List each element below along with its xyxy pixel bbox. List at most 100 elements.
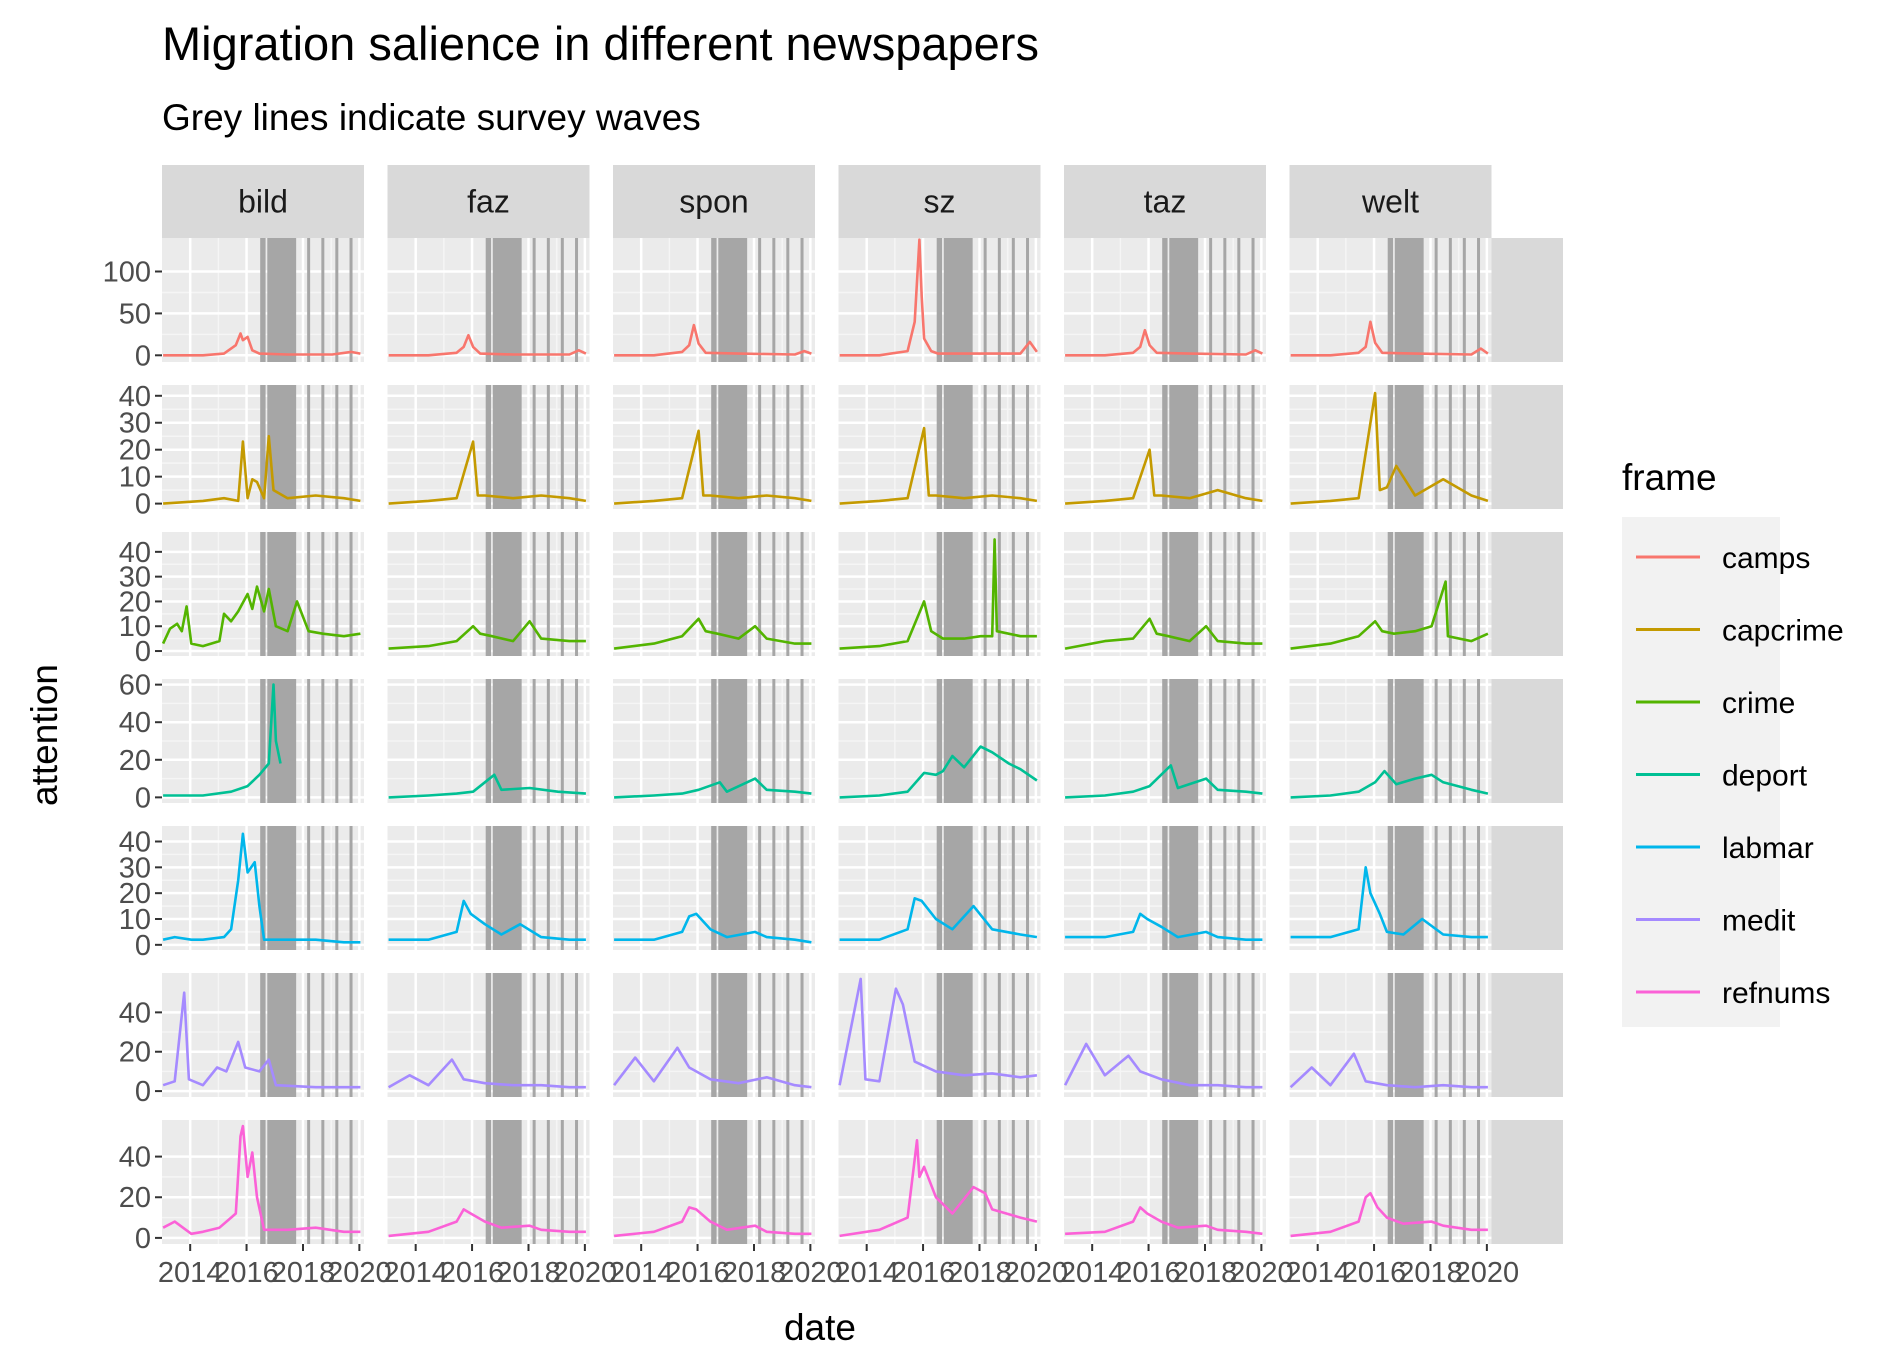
- row-strip-crime: crime: [1488, 532, 1563, 656]
- y-tick-label-camps-50: 50: [119, 298, 151, 330]
- panel-bild-refnums: [162, 1120, 364, 1244]
- row-strip-refnums: refnums: [1488, 1120, 1563, 1244]
- panel-sz-deport: [838, 679, 1041, 803]
- series-line-deport-taz: [1065, 764, 1263, 799]
- y-tick-label-medit-40: 40: [119, 997, 151, 1029]
- facet-strip-taz: [1064, 165, 1266, 238]
- x-tick-label-welt-2018: 2018: [1398, 1257, 1463, 1289]
- x-tick-label-sz-2018: 2018: [947, 1257, 1012, 1289]
- row-strip-medit: medit: [1488, 973, 1563, 1097]
- facet-strip-welt: [1289, 165, 1492, 238]
- row-strip-bg-crime: [1488, 532, 1563, 656]
- legend: frame camps capcrime crime deport labmar medi…: [1622, 457, 1844, 1027]
- series-line-capcrime-sz: [839, 426, 1038, 505]
- x-tick-label-bild-2018: 2018: [271, 1257, 336, 1289]
- row-strip-bg-labmar: [1488, 826, 1563, 950]
- series-line-medit-sz: [838, 977, 1038, 1086]
- y-tick-label-deport-0: 0: [135, 782, 151, 814]
- legend-label-labmar: labmar: [1722, 832, 1814, 865]
- y-axis-title: attention: [24, 664, 65, 806]
- x-tick-label-taz-2020: 2020: [1229, 1257, 1294, 1289]
- panel-taz-camps: [1064, 238, 1266, 362]
- x-tick-label-welt-2014: 2014: [1285, 1257, 1350, 1289]
- panel-faz-labmar: [387, 826, 590, 950]
- legend-label-capcrime: capcrime: [1722, 615, 1844, 648]
- legend-label-deport: deport: [1722, 760, 1808, 793]
- x-tick-label-taz-2016: 2016: [1116, 1257, 1181, 1289]
- panel-sz-capcrime: [838, 385, 1041, 509]
- facet-strip-sz: [838, 165, 1041, 238]
- legend-label-refnums: refnums: [1722, 977, 1830, 1010]
- x-tick-label-faz-2014: 2014: [383, 1257, 448, 1289]
- y-tick-label-labmar-20: 20: [119, 878, 151, 910]
- panel-spon-crime: [613, 532, 815, 656]
- facet-strip-spon: [613, 165, 815, 238]
- row-strip-camps: camps: [1488, 238, 1563, 362]
- y-tick-label-crime-10: 10: [119, 611, 151, 643]
- series-line-deport-spon: [614, 777, 812, 799]
- x-tick-label-spon-2014: 2014: [609, 1257, 674, 1289]
- series-line-capcrime-bild: [163, 434, 361, 505]
- x-tick-label-bild-2020: 2020: [327, 1257, 392, 1289]
- y-tick-label-capcrime-40: 40: [119, 381, 151, 413]
- x-tick-label-spon-2020: 2020: [778, 1257, 843, 1289]
- row-strip-bg-refnums: [1488, 1120, 1563, 1244]
- row-strip-bg-camps: [1488, 238, 1563, 362]
- y-tick-label-crime-0: 0: [135, 636, 151, 668]
- facet-strip-label-sz: sz: [924, 184, 956, 220]
- y-tick-label-medit-0: 0: [135, 1076, 151, 1108]
- series-line-crime-bild: [161, 585, 361, 648]
- panel-sz-medit: [838, 973, 1041, 1097]
- y-tick-label-capcrime-20: 20: [119, 435, 151, 467]
- panel-taz-labmar: [1064, 826, 1266, 950]
- row-strip-deport: deport: [1488, 679, 1563, 803]
- facet-strip-label-bild: bild: [238, 184, 288, 220]
- panel-sz-labmar: [838, 826, 1041, 950]
- panel-spon-camps: [613, 238, 815, 362]
- panel-bild-camps: [162, 238, 364, 362]
- series-line-deport-bild: [163, 683, 282, 797]
- x-tick-label-taz-2018: 2018: [1173, 1257, 1238, 1289]
- y-tick-label-refnums-20: 20: [119, 1182, 151, 1214]
- series-line-refnums-welt: [1290, 1191, 1488, 1238]
- row-strip-bg-medit: [1488, 973, 1563, 1097]
- series-line-refnums-faz: [388, 1208, 586, 1238]
- panel-bild-crime: [161, 532, 364, 656]
- panel-spon-labmar: [613, 826, 815, 950]
- facet-strip-label-welt: welt: [1361, 184, 1419, 220]
- y-tick-label-camps-0: 0: [135, 340, 151, 372]
- series-line-capcrime-taz: [1065, 448, 1263, 505]
- panel-taz-crime: [1064, 532, 1266, 656]
- facet-strip-label-faz: faz: [467, 184, 510, 220]
- y-tick-label-crime-30: 30: [119, 562, 151, 594]
- y-tick-label-labmar-0: 0: [135, 930, 151, 962]
- row-strip-bg-capcrime: [1488, 385, 1563, 509]
- panel-welt-refnums: [1289, 1120, 1492, 1244]
- legend-label-camps: camps: [1722, 542, 1810, 575]
- y-tick-label-capcrime-10: 10: [119, 462, 151, 494]
- panel-bild-capcrime: [162, 385, 364, 509]
- series-line-medit-spon: [613, 1046, 812, 1089]
- y-tick-label-crime-40: 40: [119, 537, 151, 569]
- x-tick-label-sz-2020: 2020: [1004, 1257, 1069, 1289]
- panel-bild-labmar: [162, 826, 364, 950]
- y-tick-label-labmar-30: 30: [119, 852, 151, 884]
- x-tick-label-spon-2018: 2018: [722, 1257, 787, 1289]
- x-tick-label-welt-2016: 2016: [1342, 1257, 1407, 1289]
- y-tick-label-deport-40: 40: [119, 707, 151, 739]
- x-tick-label-taz-2014: 2014: [1060, 1257, 1125, 1289]
- panel-welt-capcrime: [1289, 385, 1492, 509]
- facet-strip-label-taz: taz: [1144, 184, 1187, 220]
- y-tick-label-medit-20: 20: [119, 1037, 151, 1069]
- x-tick-label-welt-2020: 2020: [1455, 1257, 1520, 1289]
- series-line-medit-taz: [1063, 1042, 1263, 1089]
- y-tick-label-deport-20: 20: [119, 745, 151, 777]
- panel-bild-deport: [162, 679, 364, 803]
- row-strip-bg-deport: [1488, 679, 1563, 803]
- series-line-labmar-spon: [614, 912, 812, 944]
- x-tick-label-faz-2018: 2018: [496, 1257, 561, 1289]
- panel-taz-refnums: [1064, 1120, 1266, 1244]
- y-tick-label-labmar-40: 40: [119, 827, 151, 859]
- series-line-camps-spon: [614, 323, 812, 357]
